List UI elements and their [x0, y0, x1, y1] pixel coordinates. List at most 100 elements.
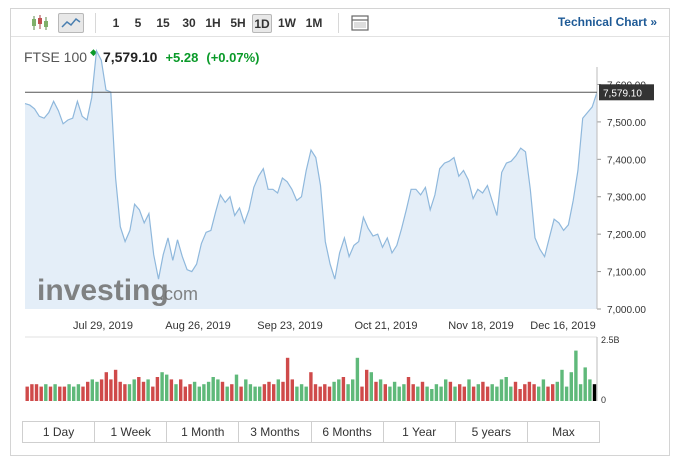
- volume-bar: [374, 381, 378, 401]
- volume-bar: [537, 386, 541, 401]
- interval-1h[interactable]: 1H: [205, 16, 221, 30]
- volume-bar: [541, 379, 546, 401]
- volume-bar: [30, 384, 34, 401]
- x-tick-label: Sep 23, 2019: [257, 320, 322, 332]
- price-change-pct: (+0.07%): [206, 50, 260, 65]
- interval-1w[interactable]: 1W: [278, 16, 296, 30]
- volume-bar: [234, 374, 239, 401]
- volume-bar: [560, 369, 564, 401]
- range-tab-5-years[interactable]: 5 years: [456, 422, 528, 442]
- volume-bar: [160, 372, 164, 401]
- watermark-logo: investing: [37, 274, 169, 307]
- volume-bar: [123, 384, 127, 401]
- volume-bar: [504, 377, 508, 401]
- volume-bar: [104, 372, 108, 401]
- range-tab-3-months[interactable]: 3 Months: [239, 422, 312, 442]
- volume-bar: [532, 384, 536, 401]
- area-chart-icon[interactable]: [58, 13, 84, 33]
- price-chart[interactable]: investing.com7,600.007,500.007,400.007,3…: [11, 9, 669, 409]
- volume-bar: [485, 386, 490, 401]
- x-tick-label: Nov 18, 2019: [448, 320, 513, 332]
- volume-bar: [86, 381, 90, 401]
- volume-bar: [281, 381, 285, 401]
- volume-bar: [397, 386, 401, 401]
- volume-bar: [453, 386, 457, 401]
- interval-5h[interactable]: 5H: [230, 16, 246, 30]
- volume-bar: [523, 384, 527, 401]
- volume-bar: [490, 384, 494, 401]
- volume-bar: [444, 379, 448, 401]
- x-tick-label: Jul 29, 2019: [73, 320, 133, 332]
- last-price: 7,579.10: [102, 49, 158, 65]
- chart-settings-icon[interactable]: [349, 13, 371, 33]
- x-tick-label: Aug 26, 2019: [165, 320, 230, 332]
- price-line: [24, 48, 598, 280]
- volume-bar: [402, 384, 406, 401]
- volume-bar: [551, 384, 555, 401]
- interval-30[interactable]: 30: [182, 16, 196, 30]
- interval-15[interactable]: 15: [156, 16, 170, 30]
- volume-bar: [564, 386, 569, 401]
- volume-bar: [327, 386, 332, 401]
- volume-bar: [462, 386, 466, 401]
- volume-bar: [109, 379, 113, 401]
- y-tick-label: 7,300.00: [607, 193, 646, 204]
- volume-bar: [239, 386, 243, 401]
- candlestick-chart-icon[interactable]: [29, 13, 51, 33]
- up-arrow-icon: ◆: [90, 47, 97, 57]
- range-tab-1-month[interactable]: 1 Month: [167, 422, 240, 442]
- volume-bar: [309, 372, 313, 401]
- volume-bar: [555, 381, 559, 401]
- range-tab-1-week[interactable]: 1 Week: [95, 422, 168, 442]
- volume-bar: [95, 381, 99, 401]
- volume-bar: [346, 384, 350, 401]
- volume-bar: [192, 381, 197, 401]
- instrument-name: FTSE 100: [24, 49, 88, 65]
- technical-chart-link[interactable]: Technical Chart »: [557, 15, 657, 29]
- chart-widget: 1 5 15 30 1H 5H 1D 1W 1M Technical Chart » FTSE …: [10, 8, 670, 456]
- volume-bar: [165, 374, 169, 401]
- volume-bar: [476, 384, 480, 401]
- range-tab-1-day[interactable]: 1 Day: [23, 422, 96, 442]
- interval-1m[interactable]: 1M: [305, 16, 323, 30]
- volume-bar: [197, 386, 201, 401]
- volume-bar: [518, 389, 522, 401]
- volume-bar: [439, 386, 443, 401]
- volume-bar: [53, 384, 57, 401]
- range-tab-max[interactable]: Max: [552, 425, 575, 439]
- volume-bar: [258, 386, 262, 401]
- current-price-box: [599, 84, 654, 101]
- interval-5[interactable]: 5: [134, 16, 142, 30]
- volume-bar: [25, 386, 29, 401]
- price-change: +5.28: [165, 50, 199, 65]
- volume-bar: [351, 379, 355, 401]
- volume-bar: [388, 386, 392, 401]
- volume-bar: [267, 381, 271, 401]
- volume-bar: [295, 386, 299, 401]
- volume-axis-max: 2.5B: [601, 335, 620, 345]
- volume-bar: [583, 367, 587, 401]
- volume-bar: [527, 381, 532, 401]
- volume-bar: [458, 384, 462, 401]
- range-tab-6-months[interactable]: 6 Months: [312, 422, 384, 442]
- volume-bar: [62, 386, 67, 401]
- volume-bar: [137, 377, 141, 401]
- volume-bar: [569, 372, 573, 401]
- volume-bar: [146, 379, 150, 401]
- chart-toolbar: 1 5 15 30 1H 5H 1D 1W 1M Technical Chart »: [11, 9, 669, 37]
- volume-bar: [509, 386, 513, 401]
- interval-1[interactable]: 1: [112, 16, 120, 30]
- volume-bar: [253, 386, 257, 401]
- volume-bar: [113, 369, 118, 401]
- interval-1d[interactable]: 1D: [252, 14, 272, 33]
- volume-bar: [174, 384, 178, 401]
- x-tick-label: Dec 16, 2019: [530, 320, 595, 332]
- volume-bar: [183, 386, 187, 401]
- range-tab-1-year[interactable]: 1 Year: [384, 422, 456, 442]
- y-tick-label: 7,500.00: [607, 118, 646, 129]
- volume-bar: [44, 384, 48, 401]
- volume-bar: [406, 377, 411, 401]
- volume-bar: [495, 386, 499, 401]
- volume-bar: [574, 350, 578, 401]
- x-tick-label: Oct 21, 2019: [355, 320, 418, 332]
